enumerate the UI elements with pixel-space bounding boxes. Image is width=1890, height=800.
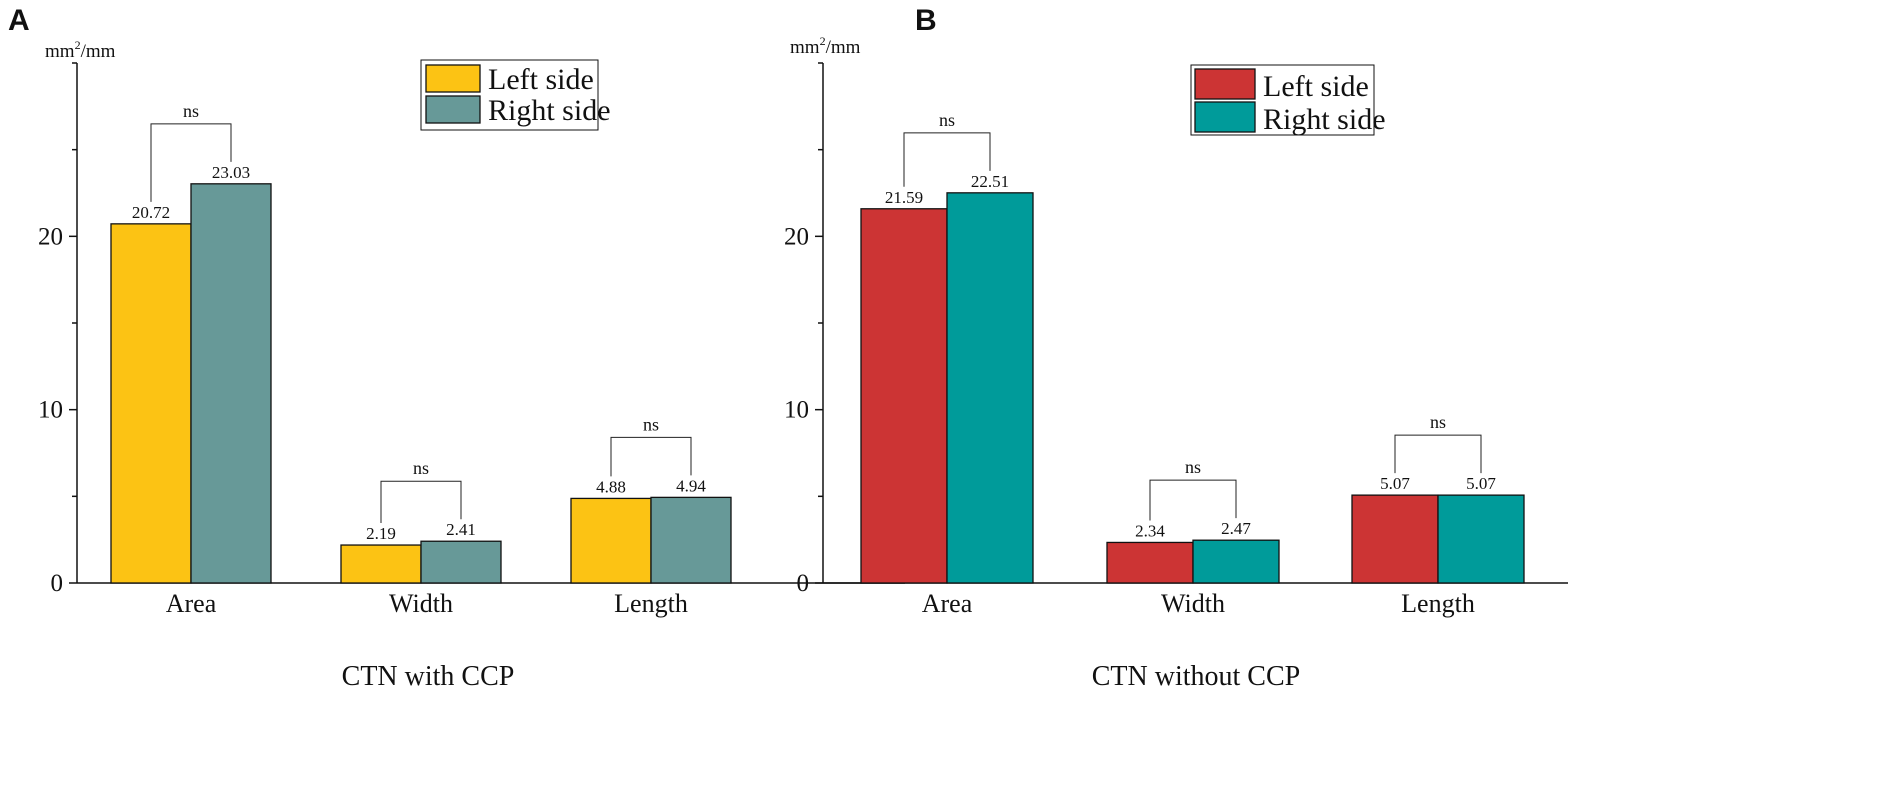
panel-b-value-label: 5.07: [1380, 474, 1410, 493]
panel-b-bar-width-right: [1192, 539, 1280, 584]
panel-a-significance-bracket: [150, 123, 232, 202]
panel-a-bar-width-left: [340, 544, 422, 584]
panel-b-significance-bracket: [1394, 434, 1482, 474]
panel-b-value-label: 2.34: [1135, 521, 1165, 540]
panel-b-letter: B: [915, 4, 937, 37]
panel-b-legend-label-right: Right side: [1263, 103, 1386, 136]
panel-a-legend-swatch-right: [425, 95, 481, 124]
panel-a-bar-area-left: [110, 223, 192, 584]
panel-a-category-label-length: Length: [614, 589, 688, 618]
panel-b-y-tick-label: 0: [797, 570, 810, 597]
panel-b-legend-swatch-right: [1194, 101, 1256, 133]
panel-a-significance-label: ns: [183, 101, 199, 121]
panel-a-significance-bracket: [380, 480, 462, 524]
panel-a-significance-label: ns: [643, 414, 659, 434]
panel-a-category-label-area: Area: [166, 589, 217, 618]
panel-b-chart: 0 10 20 mm2/mm 21.59 22.51 ns Area 2.34 2.47 ns Wid…: [784, 34, 1568, 692]
panel-a-value-label: 2.19: [366, 524, 396, 543]
panel-b-bar-length-left: [1351, 494, 1439, 584]
panel-b-significance-label: ns: [1430, 412, 1446, 432]
panel-b-significance-bracket: [903, 132, 991, 187]
panel-b-bar-width-left: [1106, 541, 1194, 584]
panel-b-value-label: 22.51: [971, 172, 1009, 191]
panel-a-bar-width-right: [420, 540, 502, 584]
panel-b-y-tick-label: 10: [784, 397, 809, 424]
panel-b-legend-swatch-left: [1194, 68, 1256, 100]
panel-a-significance-bracket: [610, 436, 692, 477]
panel-a-bar-length-left: [570, 497, 652, 584]
panel-a-bar-length-right: [650, 496, 732, 584]
panel-b-value-label: 2.47: [1221, 519, 1251, 538]
panel-b-bar-area-left: [860, 208, 948, 584]
panel-b-category-label-length: Length: [1401, 589, 1475, 618]
panel-b-significance-label: ns: [1185, 457, 1201, 477]
panel-a-legend-label-left: Left side: [488, 63, 594, 96]
panel-b-bar-length-right: [1437, 494, 1525, 584]
panel-b-significance-bracket: [1149, 479, 1237, 521]
panel-a-value-label: 20.72: [132, 203, 170, 222]
panel-a-y-tick-label: 0: [51, 570, 64, 597]
panel-a-legend-label-right: Right side: [488, 94, 611, 127]
panel-b-significance-label: ns: [939, 110, 955, 130]
panel-a-value-label: 4.88: [596, 477, 626, 496]
panel-a-x-axis-title: CTN with CCP: [342, 661, 515, 692]
panel-b-value-label: 5.07: [1466, 474, 1496, 493]
panel-a-chart: 0 10 20 mm2/mm 20.72 23.03 ns Area 2.19 2.41 ns Wid…: [38, 38, 905, 692]
panel-b-category-label-area: Area: [922, 589, 973, 618]
panel-a-bar-area-right: [190, 183, 272, 584]
panel-a-significance-label: ns: [413, 458, 429, 478]
panel-b-x-axis-title: CTN without CCP: [1092, 661, 1300, 692]
panel-a-y-axis-label: mm2/mm: [45, 38, 116, 62]
panel-a-value-label: 4.94: [676, 476, 706, 495]
panel-b-category-label-width: Width: [1161, 589, 1225, 618]
panel-a-letter: A: [8, 4, 30, 37]
panel-b-y-axis-label: mm2/mm: [790, 34, 861, 58]
panel-a-category-label-width: Width: [389, 589, 453, 618]
panel-a-y-tick-label: 20: [38, 223, 63, 250]
panel-b-y-tick-label: 20: [784, 223, 809, 250]
panel-a-value-label: 23.03: [212, 163, 250, 182]
panel-b-bar-area-right: [946, 192, 1034, 584]
panel-b-legend-label-left: Left side: [1263, 70, 1369, 103]
panel-a-value-label: 2.41: [446, 520, 476, 539]
panel-a-legend-swatch-left: [425, 64, 481, 93]
panel-a-y-tick-label: 10: [38, 397, 63, 424]
panel-b-value-label: 21.59: [885, 188, 923, 207]
